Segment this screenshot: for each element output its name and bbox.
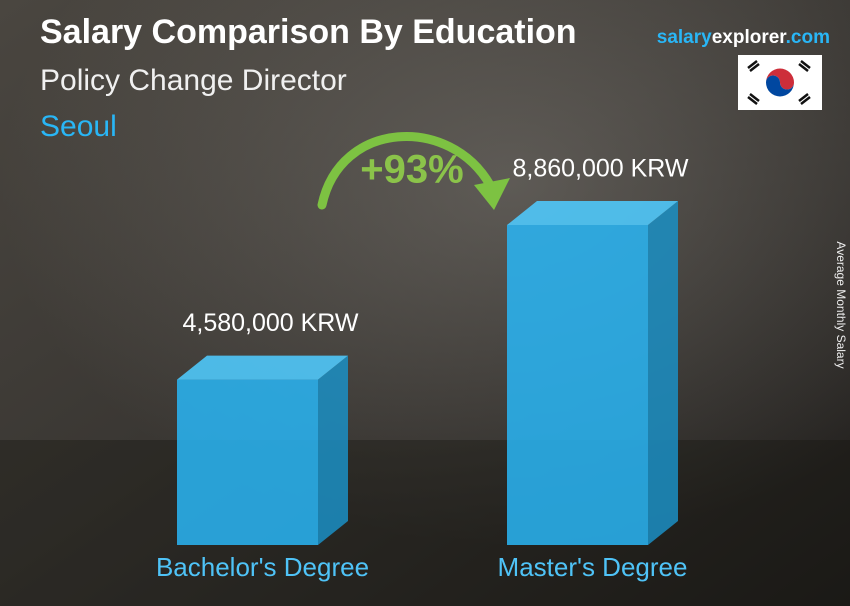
bar xyxy=(177,379,318,545)
chart-subtitle: Policy Change Director xyxy=(40,64,347,97)
location: Seoul xyxy=(40,110,117,143)
axis-label: Average Monthly Salary xyxy=(834,241,848,368)
flag xyxy=(738,55,822,110)
bar-side xyxy=(648,201,678,545)
site-part: salary xyxy=(657,27,712,48)
bar-top xyxy=(507,201,678,225)
x-tick-label: Master's Degree xyxy=(498,552,688,582)
bar xyxy=(507,225,648,545)
x-tick-label: Bachelor's Degree xyxy=(156,552,369,582)
desk-shade xyxy=(0,440,850,606)
value-label: 8,860,000 KRW xyxy=(512,155,688,183)
change-arrow xyxy=(317,132,510,210)
bar-top xyxy=(177,355,348,380)
value-label: 4,580,000 KRW xyxy=(182,309,358,337)
chart-title: Salary Comparison By Education xyxy=(40,13,577,51)
site-part: .com xyxy=(786,27,830,48)
site-brand: salaryexplorer.com xyxy=(657,27,830,48)
site-part: explorer xyxy=(712,27,788,48)
bar-side xyxy=(318,355,348,545)
change-label: +93% xyxy=(360,148,463,192)
